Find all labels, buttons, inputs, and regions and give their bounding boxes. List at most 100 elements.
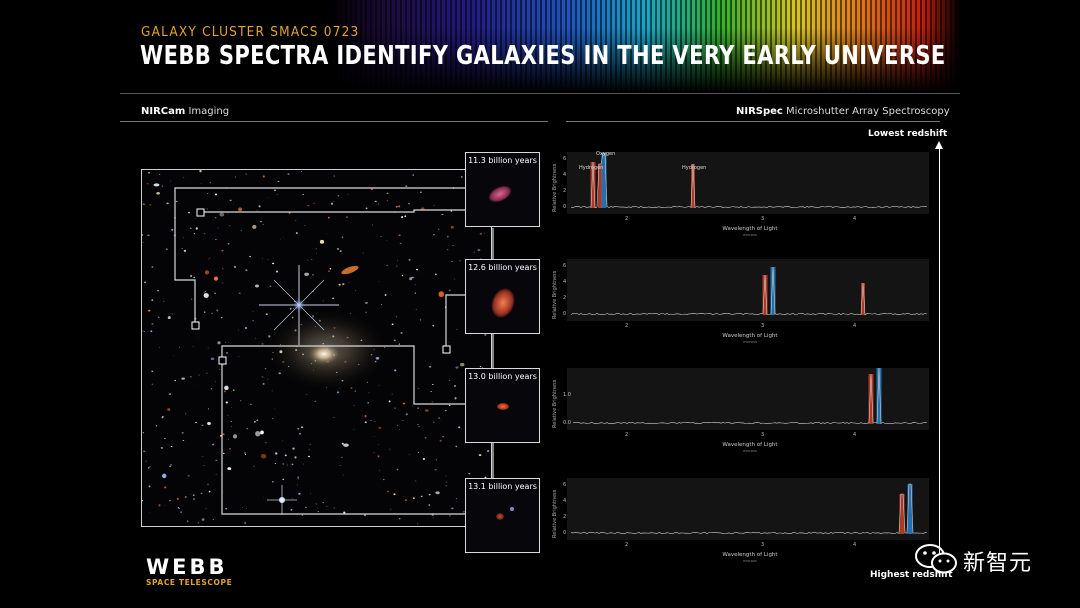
y-tick-label: 0: [563, 204, 567, 210]
galaxy-thumbnail-1: 11.3 billion years: [465, 152, 540, 227]
x-tick-label: 2: [625, 216, 629, 222]
nirspec-label-rest: Microshutter Array Spectroscopy: [782, 106, 950, 117]
connector-line-3: [221, 345, 465, 405]
x-tick-label: 4: [853, 542, 857, 548]
y-axis-label: Relative Brightness: [552, 163, 558, 212]
target-marker-2: [191, 321, 200, 330]
spectrum-trace-4: [570, 483, 928, 535]
nirspec-divider: [566, 121, 940, 122]
connector-line-2: [445, 294, 465, 348]
y-tick-label: 2: [563, 514, 567, 520]
connector-line-4: [221, 363, 465, 515]
emission-line-2-3: [861, 283, 865, 315]
target-marker-3: [442, 345, 451, 354]
spectrum-trace-1: [570, 152, 928, 209]
connector-line-1: [174, 187, 493, 325]
spectrum-plot-4: [570, 483, 928, 535]
y-axis-label: Relative Brightness: [552, 270, 558, 319]
y-tick-label: 0: [563, 530, 567, 536]
x-axis-label: Wavelength of Light: [722, 442, 778, 448]
thumbnail-label-4: 13.1 billion years: [468, 482, 537, 491]
x-tick-label: 2: [625, 323, 629, 329]
highest-redshift-label: Highest redshift: [870, 570, 953, 580]
page-title: WEBB SPECTRA IDENTIFY GALAXIES IN THE VE…: [140, 41, 946, 71]
nircam-label-rest: Imaging: [185, 106, 230, 117]
target-marker-4: [218, 356, 227, 365]
spectrum-plot-2: [570, 266, 928, 316]
emission-line-1-3: [601, 153, 607, 208]
emission-line-1-1: [590, 162, 596, 208]
nirspec-label-bold: NIRSpec: [736, 106, 783, 117]
spectrum-plot-1: [570, 152, 928, 209]
x-axis-unit: microns: [743, 559, 757, 563]
x-axis-label: Wavelength of Light: [722, 333, 778, 339]
x-tick-label: 3: [761, 216, 765, 222]
spectrum-panel-2: 6 4 2 0: [563, 259, 929, 321]
y-tick-label: 6: [563, 263, 567, 269]
wechat-icon: [915, 544, 957, 574]
deep-field-image: [142, 170, 492, 527]
spectrum-panel-4: 6 4 2 0: [563, 478, 929, 540]
target-marker-1: [196, 208, 205, 217]
nirspec-section-label: NIRSpec Microshutter Array Spectroscopy: [736, 106, 950, 117]
x-tick-label: 3: [761, 432, 765, 438]
header-spectrum-graphic: [330, 0, 960, 92]
nircam-label-bold: NIRCam: [141, 106, 186, 117]
y-axis-label: Relative Brightness: [552, 489, 558, 538]
spectrum-trace-2: [570, 266, 928, 316]
x-axis-label: Wavelength of Light: [722, 226, 778, 232]
galaxy-blob-2: [487, 285, 519, 321]
spectrum-trace-3: [572, 368, 928, 425]
y-tick-label: 4: [563, 498, 567, 504]
emission-line-4-1: [899, 494, 905, 534]
y-tick-label: 2: [563, 188, 567, 194]
y-tick-label: 1.0: [563, 392, 571, 398]
connector-line-1b: [201, 209, 493, 213]
x-axis-unit: microns: [743, 340, 757, 344]
galaxy-blob-4b: [510, 507, 514, 511]
galaxy-thumbnail-2: 12.6 billion years: [465, 259, 540, 334]
emission-line-3-1: [868, 374, 874, 424]
x-tick-label: 2: [625, 432, 629, 438]
emission-line-2-1: [762, 275, 768, 315]
deep-field-svg: [142, 170, 492, 527]
watermark-text: 新智元: [963, 551, 1033, 576]
galaxy-blob-1: [486, 182, 514, 206]
galaxy-thumbnail-4: 13.1 billion years: [465, 478, 540, 553]
nircam-divider: [120, 121, 548, 122]
emission-line-1-2: [598, 164, 602, 208]
webb-logo: WEBB: [146, 555, 228, 579]
redshift-arrow-line: [939, 147, 940, 565]
x-axis-label: Wavelength of Light: [722, 552, 778, 558]
emission-line-label: Oxygen: [596, 151, 616, 157]
emission-line-2-2: [770, 267, 776, 315]
thumbnail-label-1: 11.3 billion years: [468, 156, 537, 165]
spectrum-plot-3: [572, 368, 928, 425]
galaxy-blob-4: [496, 513, 504, 520]
emission-line-3-2: [876, 368, 882, 424]
x-tick-label: 4: [853, 432, 857, 438]
lowest-redshift-label: Lowest redshift: [868, 129, 948, 139]
deep-field-frame: [141, 169, 492, 527]
galaxy-thumbnail-3: 13.0 billion years: [465, 368, 540, 443]
spectrum-panel-3: 1.0 0.0: [563, 368, 929, 430]
x-tick-label: 3: [761, 542, 765, 548]
emission-line-1-4: [691, 164, 695, 208]
x-tick-label: 4: [853, 216, 857, 222]
thumbnail-label-3: 13.0 billion years: [468, 372, 537, 381]
x-axis-unit: microns: [743, 233, 757, 237]
y-tick-label: 4: [563, 279, 567, 285]
x-axis-unit: microns: [743, 449, 757, 453]
galaxy-blob-3: [497, 403, 509, 410]
spectrum-panel-1: 6 4 2 0 Hydrogen Oxygen Hydrogen: [563, 151, 929, 214]
emission-line-label: Hydrogen: [682, 165, 707, 171]
y-tick-label: 6: [563, 482, 567, 488]
emission-line-label: Hydrogen: [579, 165, 604, 171]
emission-line-4-2: [907, 484, 913, 534]
y-tick-label: 0.0: [563, 420, 571, 426]
header-divider: [120, 93, 960, 94]
x-tick-label: 3: [761, 323, 765, 329]
x-tick-label: 4: [853, 323, 857, 329]
y-tick-label: 0: [563, 311, 567, 317]
y-tick-label: 6: [563, 156, 567, 162]
